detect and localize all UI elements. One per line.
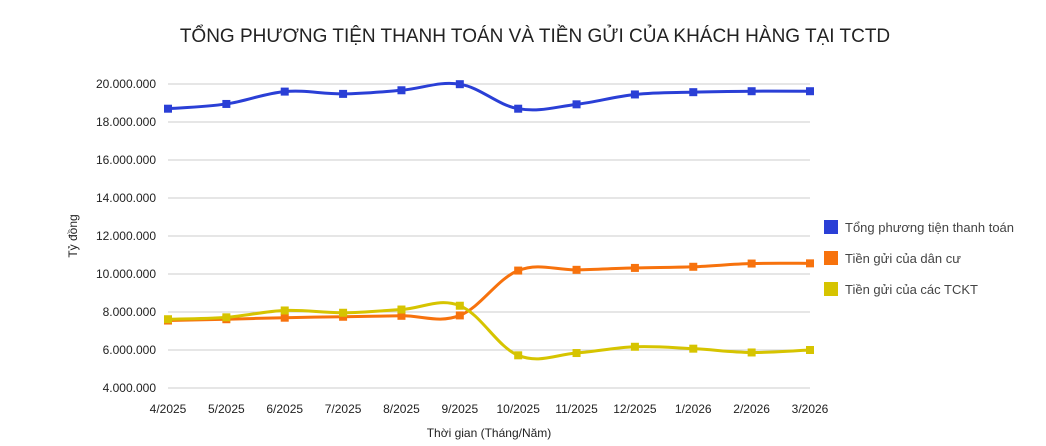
data-point-marker: [339, 308, 348, 317]
legend-swatch: [824, 251, 838, 265]
x-tick-label: 8/2025: [383, 402, 420, 416]
x-tick-label: 4/2025: [150, 402, 187, 416]
data-point-marker: [747, 259, 756, 268]
x-tick-label: 2/2026: [733, 402, 770, 416]
data-point-marker: [747, 348, 756, 357]
legend-item: Tổng phương tiện thanh toán: [824, 220, 1014, 235]
y-tick-label: 10.000.000: [96, 267, 156, 281]
x-tick-label: 1/2026: [675, 402, 712, 416]
data-point-marker: [572, 100, 581, 109]
y-tick-label: 14.000.000: [96, 191, 156, 205]
x-tick-label: 6/2025: [266, 402, 303, 416]
data-point-marker: [689, 88, 698, 97]
data-point-marker: [222, 99, 231, 108]
data-point-marker: [747, 87, 756, 96]
data-point-marker: [397, 305, 406, 314]
data-point-marker: [164, 104, 172, 113]
legend: Tổng phương tiện thanh toán Tiền gửi của …: [824, 220, 1014, 297]
x-tick-label: 3/2026: [792, 402, 829, 416]
data-point-marker: [280, 313, 289, 322]
y-tick-label: 18.000.000: [96, 115, 156, 129]
data-point-marker: [280, 87, 289, 96]
data-point-marker: [397, 311, 406, 320]
data-point-marker: [455, 80, 464, 89]
x-axis-label: Thời gian (Tháng/Năm): [427, 426, 552, 440]
chart-title: TỔNG PHƯƠNG TIỆN THANH TOÁN VÀ TIỀN GỬI …: [180, 25, 890, 47]
gridlines: [168, 83, 810, 389]
x-tick-label: 7/2025: [325, 402, 362, 416]
data-point-marker: [514, 104, 523, 113]
data-point-marker: [572, 265, 581, 274]
x-tick-label: 10/2025: [496, 402, 540, 416]
y-tick-label: 20.000.000: [96, 77, 156, 91]
data-point-marker: [397, 86, 406, 95]
series-1: [164, 80, 814, 113]
data-point-marker: [689, 344, 698, 353]
data-point-marker: [630, 342, 639, 351]
legend-item: Tiền gửi của các TCKT: [824, 282, 978, 297]
legend-label: Tiền gửi của các TCKT: [845, 282, 978, 297]
x-tick-label: 9/2025: [441, 402, 478, 416]
data-point-marker: [514, 351, 523, 360]
y-tick-label: 4.000.000: [103, 381, 157, 395]
y-tick-label: 12.000.000: [96, 229, 156, 243]
y-tick-label: 8.000.000: [103, 305, 157, 319]
data-point-marker: [572, 349, 581, 358]
data-point-marker: [164, 315, 172, 324]
y-tick-label: 6.000.000: [103, 343, 157, 357]
legend-item: Tiền gửi của dân cư: [824, 251, 961, 266]
series-line: [167, 81, 811, 112]
y-axis-label: Tỷ đồng: [66, 214, 80, 257]
data-point-marker: [280, 306, 289, 315]
data-point-marker: [514, 266, 523, 275]
legend-swatch: [824, 282, 838, 296]
legend-label: Tiền gửi của dân cư: [845, 251, 961, 266]
data-point-marker: [455, 311, 464, 320]
data-point-marker: [806, 259, 814, 268]
data-point-marker: [339, 89, 348, 98]
data-point-marker: [806, 346, 814, 354]
data-point-marker: [689, 262, 698, 271]
y-tick-label: 16.000.000: [96, 153, 156, 167]
x-axis-ticks: 4/2025 5/2025 6/2025 7/2025 8/2025 9/2025 10/2…: [150, 402, 829, 416]
data-point-marker: [455, 301, 464, 310]
data-point-marker: [630, 90, 639, 99]
x-tick-label: 5/2025: [208, 402, 245, 416]
data-point-marker: [630, 263, 639, 272]
x-tick-label: 11/2025: [555, 402, 598, 416]
series-lines: [164, 80, 814, 361]
series-2: [164, 259, 814, 325]
data-point-marker: [222, 313, 231, 322]
legend-label: Tổng phương tiện thanh toán: [845, 220, 1014, 235]
series-3: [164, 301, 814, 361]
y-axis-ticks: 4.000.000 6.000.000 8.000.000 10.000.000 12.…: [96, 77, 156, 395]
x-tick-label: 12/2025: [613, 402, 657, 416]
data-point-marker: [806, 87, 814, 96]
legend-swatch: [824, 220, 838, 234]
